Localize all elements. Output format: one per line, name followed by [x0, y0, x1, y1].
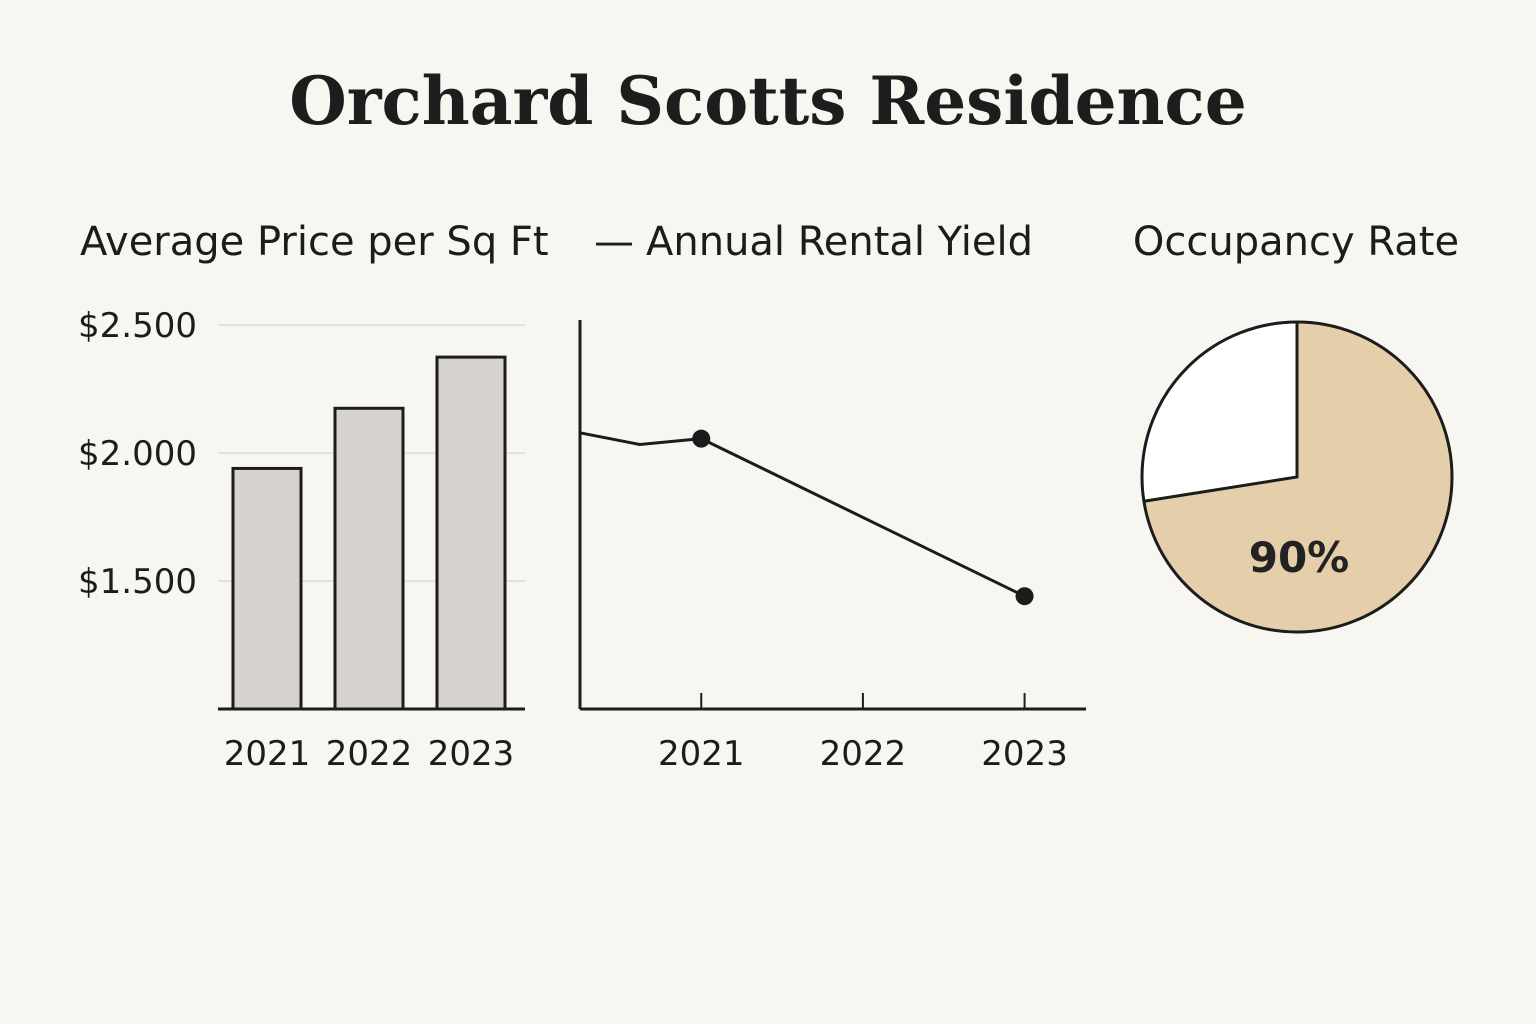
pie-outline: [1140, 320, 1454, 634]
line-legend-marker: —: [594, 219, 634, 265]
line-chart-title: Annual Rental Yield: [646, 219, 1033, 265]
price-bar-chart: Average Price per Sq Ft $1.500 $2.000 $2.5…: [78, 219, 549, 774]
line-x-tick-label: 2023: [981, 734, 1068, 774]
bar-y-tick-label: $2.000: [78, 434, 197, 474]
bar-y-tick-labels: $1.500 $2.000 $2.500: [78, 306, 197, 602]
pie-slice-divider: [1143, 322, 1299, 503]
occupancy-pie-chart: Occupancy Rate 90%: [1133, 219, 1459, 634]
line-point-2023: [1015, 587, 1034, 606]
bar-x-tick-labels: 2021 2022 2023: [224, 734, 515, 774]
bar-x-tick-label: 2023: [428, 734, 515, 774]
yield-series-markers: [692, 429, 1034, 606]
bar-2021: [231, 466, 303, 711]
pie-center-label: 90%: [1249, 533, 1350, 582]
bar-bars: [231, 355, 507, 711]
bar-chart-title: Average Price per Sq Ft: [80, 219, 549, 265]
bar-x-tick-label: 2021: [224, 734, 311, 774]
line-point-2021: [692, 429, 711, 448]
line-x-tick-label: 2022: [820, 734, 907, 774]
line-x-tick-label: 2021: [658, 734, 745, 774]
line-x-ticks: 2021 2022 2023: [658, 693, 1068, 774]
bar-x-tick-label: 2022: [326, 734, 413, 774]
yield-series-line: [579, 431, 1026, 598]
page-title: Orchard Scotts Residence: [289, 62, 1247, 140]
bar-y-tick-label: $2.500: [78, 306, 197, 346]
bar-2023: [435, 355, 507, 711]
pie-chart-title: Occupancy Rate: [1133, 219, 1459, 265]
bar-y-tick-label: $1.500: [78, 562, 197, 602]
yield-line-chart: — Annual Rental Yield 2021 2022 2023: [578, 219, 1086, 774]
bar-2022: [333, 406, 405, 711]
